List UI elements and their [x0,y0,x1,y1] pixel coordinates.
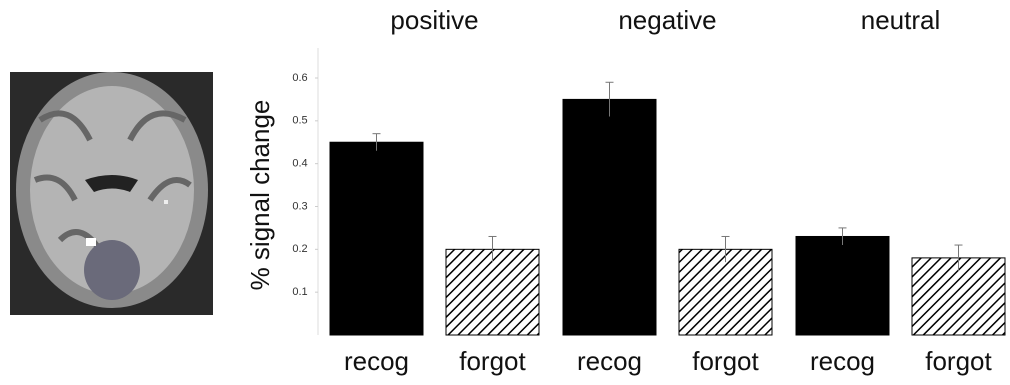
x-tick-label: forgot [692,346,759,376]
y-tick-label: 0.3 [292,200,307,212]
y-tick-label: 0.5 [292,115,307,127]
x-tick-label: forgot [459,346,526,376]
brain-image [10,72,213,315]
y-tick-label: 0.4 [292,158,307,170]
group-label: positive [390,5,478,35]
bar [330,142,423,335]
y-tick-label: 0.1 [292,286,307,298]
bar [563,99,656,335]
group-label: neutral [861,5,941,35]
bar [796,236,889,335]
x-tick-label: recog [344,346,409,376]
y-axis-label: % signal change [245,100,275,291]
figure: % signal change 0.1 0.2 0.3 0.4 0.5 0.6 positi… [0,0,1010,385]
x-tick-label: recog [810,346,875,376]
x-tick-label: forgot [925,346,992,376]
y-tick-label: 0.2 [292,243,307,255]
x-tick-label: recog [577,346,642,376]
group-label: negative [618,5,716,35]
y-tick-label: 0.6 [292,72,307,84]
